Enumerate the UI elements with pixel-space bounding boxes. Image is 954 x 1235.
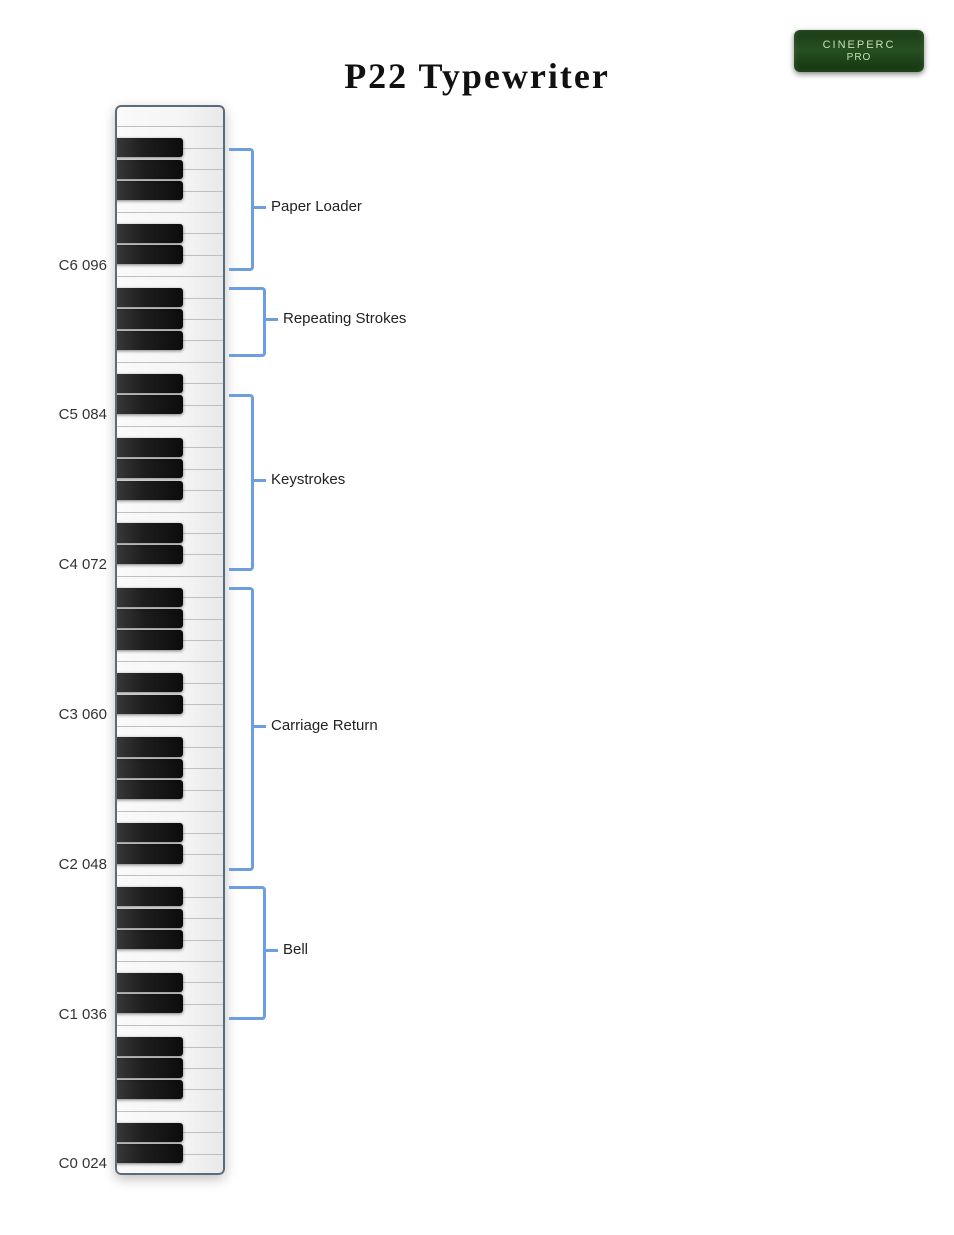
- black-key: [115, 160, 183, 179]
- bracket-tick: [266, 949, 278, 952]
- bracket-label: Paper Loader: [271, 198, 362, 215]
- black-key: [115, 695, 183, 714]
- white-key: [115, 105, 225, 126]
- note-label: C6 096: [37, 257, 107, 274]
- black-key: [115, 438, 183, 457]
- black-key: [115, 1058, 183, 1077]
- black-key: [115, 630, 183, 649]
- black-key: [115, 1144, 183, 1163]
- black-key: [115, 588, 183, 607]
- range-bracket: [229, 394, 254, 571]
- black-key: [115, 374, 183, 393]
- product-badge: CINEPERC PRO: [794, 30, 924, 72]
- black-key: [115, 459, 183, 478]
- bracket-tick: [254, 725, 266, 728]
- black-key: [115, 673, 183, 692]
- black-key: [115, 737, 183, 756]
- black-key: [115, 609, 183, 628]
- range-bracket: [229, 287, 266, 357]
- badge-line1: CINEPERC: [794, 39, 924, 51]
- note-label: C1 036: [37, 1006, 107, 1023]
- black-key: [115, 545, 183, 564]
- black-key: [115, 759, 183, 778]
- black-key: [115, 224, 183, 243]
- black-key: [115, 138, 183, 157]
- note-label: C2 048: [37, 856, 107, 873]
- black-key: [115, 844, 183, 863]
- black-key: [115, 994, 183, 1013]
- black-key: [115, 973, 183, 992]
- black-key: [115, 780, 183, 799]
- black-key: [115, 823, 183, 842]
- black-key: [115, 395, 183, 414]
- black-key: [115, 909, 183, 928]
- black-key: [115, 523, 183, 542]
- bracket-label: Repeating Strokes: [283, 310, 406, 327]
- black-key: [115, 331, 183, 350]
- bracket-label: Carriage Return: [271, 717, 378, 734]
- range-bracket: [229, 148, 254, 272]
- black-key: [115, 1080, 183, 1099]
- keyboard-diagram: [115, 105, 225, 1175]
- black-key: [115, 930, 183, 949]
- note-label: C4 072: [37, 556, 107, 573]
- black-key: [115, 245, 183, 264]
- black-key: [115, 887, 183, 906]
- range-bracket: [229, 587, 254, 871]
- black-key: [115, 481, 183, 500]
- note-label: C5 084: [37, 406, 107, 423]
- badge-line2: PRO: [794, 52, 924, 63]
- bracket-label: Keystrokes: [271, 471, 345, 488]
- range-bracket: [229, 886, 266, 1020]
- note-label: C0 024: [37, 1155, 107, 1172]
- black-key: [115, 309, 183, 328]
- bracket-tick: [266, 318, 278, 321]
- bracket-label: Bell: [283, 941, 308, 958]
- note-label: C3 060: [37, 706, 107, 723]
- black-key: [115, 1037, 183, 1056]
- bracket-tick: [254, 206, 266, 209]
- black-key: [115, 181, 183, 200]
- black-key: [115, 1123, 183, 1142]
- bracket-tick: [254, 479, 266, 482]
- black-key: [115, 288, 183, 307]
